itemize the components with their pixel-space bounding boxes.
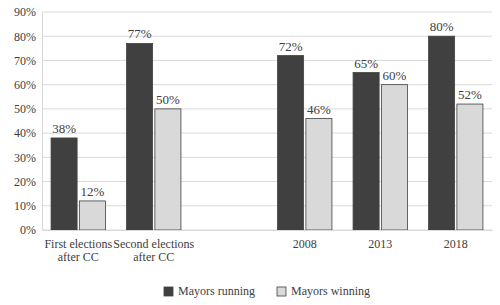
x-axis-line xyxy=(43,230,493,231)
grid-line xyxy=(42,60,492,61)
y-tick: 90% xyxy=(14,5,42,19)
data-labels: 38% 77% 72% 65% 80% 12% 50% 46% 60% 52% xyxy=(52,19,482,199)
y-tick: 80% xyxy=(14,30,42,44)
y-tick: 10% xyxy=(14,199,42,213)
data-label: 46% xyxy=(307,102,331,117)
bar xyxy=(353,73,379,230)
y-tick: 20% xyxy=(14,175,42,189)
data-label: 50% xyxy=(156,92,180,107)
grid-line xyxy=(42,230,492,231)
x-tick-label-line: after CC xyxy=(58,250,99,264)
y-tick: 0% xyxy=(20,223,42,237)
x-tick: 2018 xyxy=(444,237,468,251)
data-label: 80% xyxy=(430,19,454,34)
chart: 0% 10% 20% 30% 40% 50% 60% 70% 80% 90% 38% 77% 72% 65… xyxy=(0,0,500,305)
x-tick-label: 2018 xyxy=(444,237,468,251)
x-tick-label-line: Second elections xyxy=(113,237,194,251)
y-tick: 40% xyxy=(14,126,42,140)
y-axis-line xyxy=(42,13,43,231)
grid-line xyxy=(42,181,492,182)
bars xyxy=(51,36,483,230)
grid-line xyxy=(42,157,492,158)
bar xyxy=(155,109,181,230)
y-tick: 50% xyxy=(14,102,42,116)
data-label: 38% xyxy=(52,121,76,136)
data-label: 72% xyxy=(279,39,303,54)
y-tick-label: 10% xyxy=(14,199,36,213)
bar xyxy=(457,104,483,230)
data-label: 65% xyxy=(354,56,378,71)
bar xyxy=(429,36,455,230)
y-tick: 60% xyxy=(14,78,42,92)
bar xyxy=(79,201,105,230)
y-tick-label: 30% xyxy=(14,151,36,165)
x-tick-label: 2008 xyxy=(293,237,317,251)
data-label: 77% xyxy=(128,26,152,41)
bar xyxy=(278,56,304,230)
grid-line xyxy=(42,108,492,109)
bar xyxy=(127,43,153,230)
x-tick-label: 2013 xyxy=(368,237,392,251)
grid-line xyxy=(42,36,492,37)
y-tick-label: 80% xyxy=(14,30,36,44)
y-tick-label: 0% xyxy=(20,223,36,237)
x-tick-label: First electionsafter CC xyxy=(44,237,112,265)
legend-swatch xyxy=(277,287,286,296)
x-tick: 2013 xyxy=(368,237,392,251)
y-axis: 0% 10% 20% 30% 40% 50% 60% 70% 80% 90% xyxy=(14,5,43,237)
bar xyxy=(306,119,332,230)
legend-item: Mayors running xyxy=(164,284,255,298)
x-tick: Second electionsafter CC xyxy=(113,237,194,265)
legend-label: Mayors winning xyxy=(291,284,370,298)
x-axis: First electionsafter CCSecond electionsa… xyxy=(43,231,493,265)
grid-line xyxy=(42,12,492,13)
y-tick-label: 70% xyxy=(14,54,36,68)
legend-item: Mayors winning xyxy=(277,284,370,298)
grid xyxy=(42,12,492,230)
legend-label: Mayors running xyxy=(178,284,255,298)
bar xyxy=(381,85,407,230)
data-label: 60% xyxy=(382,68,406,83)
legend-swatch xyxy=(164,287,173,296)
y-tick-label: 90% xyxy=(14,5,36,19)
y-tick-label: 20% xyxy=(14,175,36,189)
x-tick: First electionsafter CC xyxy=(44,237,112,265)
x-tick: 2008 xyxy=(293,237,317,251)
x-tick-label-line: First elections xyxy=(44,237,112,251)
grid-line xyxy=(42,133,492,134)
grid-line xyxy=(42,84,492,85)
data-label: 12% xyxy=(80,184,104,199)
data-label: 52% xyxy=(458,87,482,102)
y-tick: 30% xyxy=(14,151,42,165)
legend: Mayors running Mayors winning xyxy=(164,284,370,298)
y-tick: 70% xyxy=(14,54,42,68)
x-tick-label: Second electionsafter CC xyxy=(113,237,194,265)
y-tick-label: 60% xyxy=(14,78,36,92)
bar xyxy=(51,138,77,230)
grid-line xyxy=(42,205,492,206)
x-tick-label-line: after CC xyxy=(133,250,174,264)
y-tick-label: 40% xyxy=(14,126,36,140)
y-tick-label: 50% xyxy=(14,102,36,116)
